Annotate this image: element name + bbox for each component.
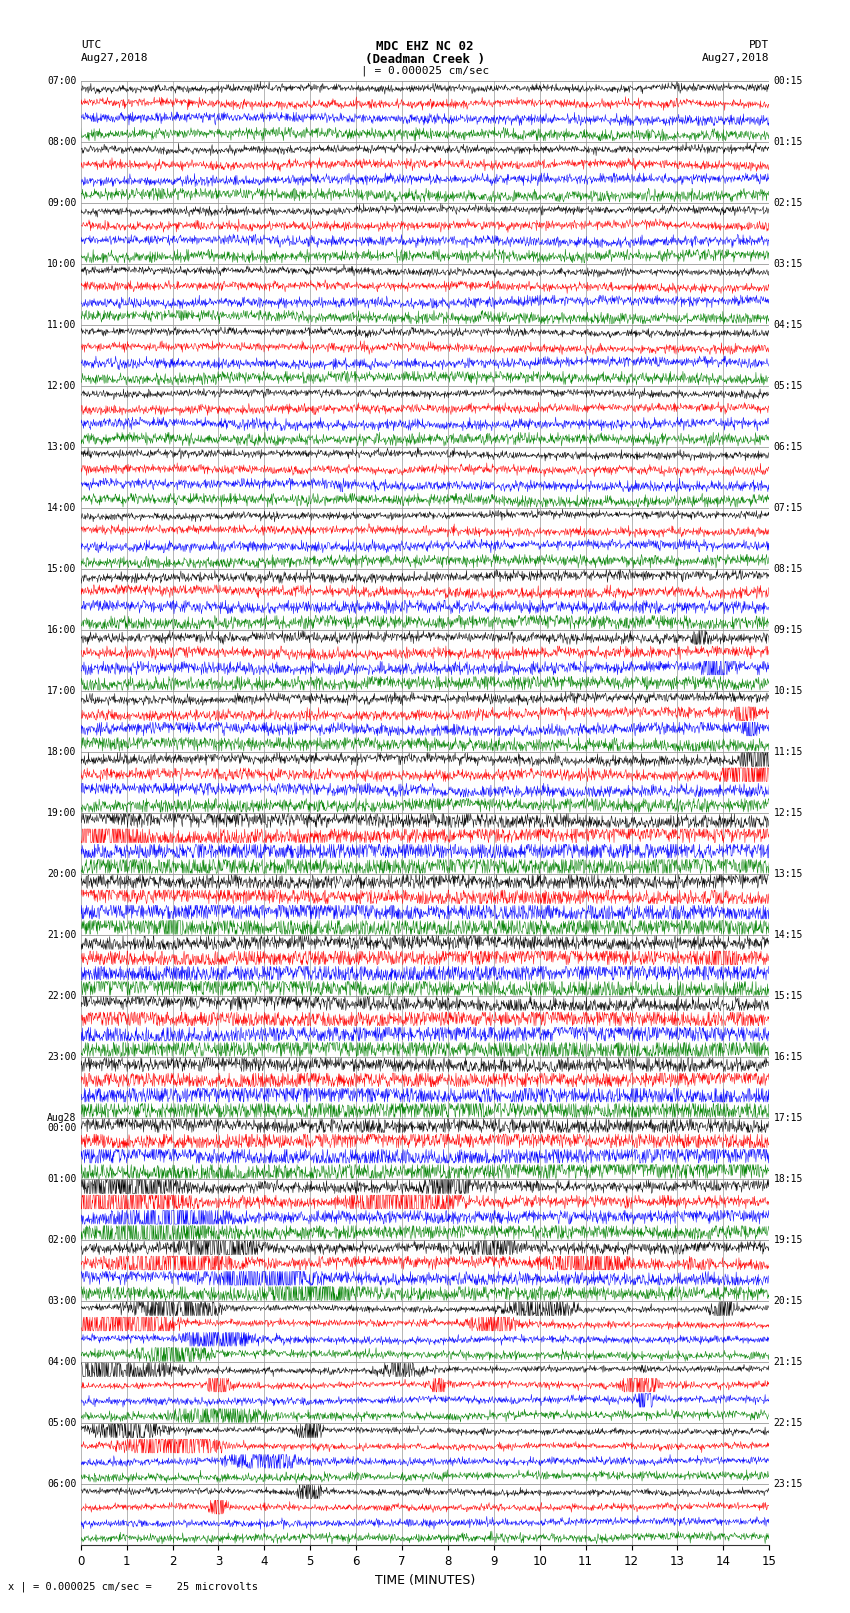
Text: 18:15: 18:15 [774, 1174, 803, 1184]
Text: 13:15: 13:15 [774, 869, 803, 879]
Text: 15:00: 15:00 [47, 565, 76, 574]
Text: 03:15: 03:15 [774, 258, 803, 269]
Text: 04:15: 04:15 [774, 319, 803, 329]
Text: 19:15: 19:15 [774, 1236, 803, 1245]
Text: 05:00: 05:00 [47, 1418, 76, 1428]
Text: 13:00: 13:00 [47, 442, 76, 452]
Text: 16:15: 16:15 [774, 1052, 803, 1061]
Text: 03:00: 03:00 [47, 1297, 76, 1307]
Text: 14:15: 14:15 [774, 931, 803, 940]
Text: 04:00: 04:00 [47, 1357, 76, 1368]
Text: Aug27,2018: Aug27,2018 [81, 53, 148, 63]
Text: x | = 0.000025 cm/sec =    25 microvolts: x | = 0.000025 cm/sec = 25 microvolts [8, 1582, 258, 1592]
Text: 23:15: 23:15 [774, 1479, 803, 1489]
Text: 20:15: 20:15 [774, 1297, 803, 1307]
Text: 00:15: 00:15 [774, 76, 803, 85]
Text: 14:00: 14:00 [47, 503, 76, 513]
Text: 21:15: 21:15 [774, 1357, 803, 1368]
Text: 01:00: 01:00 [47, 1174, 76, 1184]
Text: 12:00: 12:00 [47, 381, 76, 390]
Text: 00:00: 00:00 [47, 1123, 76, 1132]
Text: UTC: UTC [81, 40, 101, 50]
Text: 09:00: 09:00 [47, 198, 76, 208]
Text: 12:15: 12:15 [774, 808, 803, 818]
Text: PDT: PDT [749, 40, 769, 50]
Text: 17:00: 17:00 [47, 686, 76, 695]
Text: 15:15: 15:15 [774, 990, 803, 1002]
Text: 16:00: 16:00 [47, 624, 76, 636]
Text: Aug28: Aug28 [47, 1113, 76, 1123]
Text: 19:00: 19:00 [47, 808, 76, 818]
Text: 08:15: 08:15 [774, 565, 803, 574]
Text: 10:00: 10:00 [47, 258, 76, 269]
Text: 22:00: 22:00 [47, 990, 76, 1002]
Text: 01:15: 01:15 [774, 137, 803, 147]
Text: | = 0.000025 cm/sec: | = 0.000025 cm/sec [361, 66, 489, 76]
Text: 11:00: 11:00 [47, 319, 76, 329]
Text: 05:15: 05:15 [774, 381, 803, 390]
Text: 17:15: 17:15 [774, 1113, 803, 1123]
Text: 06:00: 06:00 [47, 1479, 76, 1489]
Text: 06:15: 06:15 [774, 442, 803, 452]
Text: 18:00: 18:00 [47, 747, 76, 756]
Text: 02:00: 02:00 [47, 1236, 76, 1245]
Text: 07:15: 07:15 [774, 503, 803, 513]
Text: MDC EHZ NC 02: MDC EHZ NC 02 [377, 40, 473, 53]
Text: 07:00: 07:00 [47, 76, 76, 85]
Text: 10:15: 10:15 [774, 686, 803, 695]
Text: (Deadman Creek ): (Deadman Creek ) [365, 53, 485, 66]
Text: 11:15: 11:15 [774, 747, 803, 756]
Text: 20:00: 20:00 [47, 869, 76, 879]
Text: 02:15: 02:15 [774, 198, 803, 208]
Text: 08:00: 08:00 [47, 137, 76, 147]
Text: 22:15: 22:15 [774, 1418, 803, 1428]
Text: 23:00: 23:00 [47, 1052, 76, 1061]
Text: 09:15: 09:15 [774, 624, 803, 636]
Text: Aug27,2018: Aug27,2018 [702, 53, 769, 63]
Text: 21:00: 21:00 [47, 931, 76, 940]
X-axis label: TIME (MINUTES): TIME (MINUTES) [375, 1574, 475, 1587]
